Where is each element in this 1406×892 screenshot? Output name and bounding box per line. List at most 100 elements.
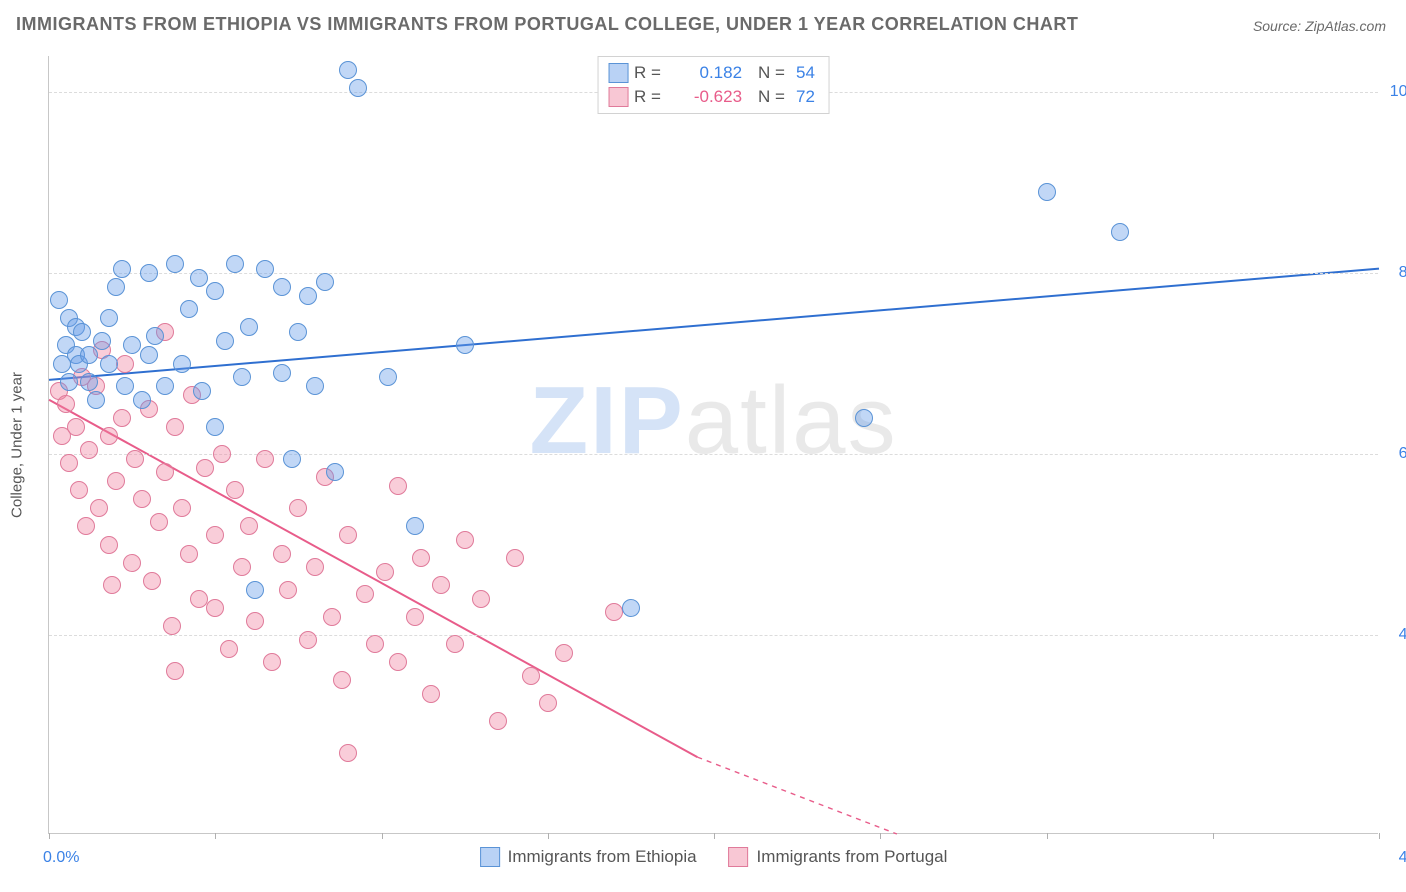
scatter-point-portugal: [339, 526, 357, 544]
scatter-point-portugal: [323, 608, 341, 626]
scatter-point-ethiopia: [180, 300, 198, 318]
scatter-point-ethiopia: [206, 418, 224, 436]
x-tick: [1379, 833, 1380, 839]
scatter-point-ethiopia: [100, 309, 118, 327]
scatter-point-portugal: [489, 712, 507, 730]
scatter-point-portugal: [432, 576, 450, 594]
scatter-point-portugal: [389, 477, 407, 495]
scatter-point-portugal: [107, 472, 125, 490]
x-tick: [49, 833, 50, 839]
legend-R-label: R =: [634, 61, 666, 85]
x-tick: [714, 833, 715, 839]
scatter-point-ethiopia: [116, 377, 134, 395]
scatter-point-ethiopia: [216, 332, 234, 350]
scatter-point-portugal: [472, 590, 490, 608]
x-tick: [215, 833, 216, 839]
scatter-point-ethiopia: [113, 260, 131, 278]
legend-swatch-portugal: [729, 847, 749, 867]
x-tick: [1047, 833, 1048, 839]
scatter-point-ethiopia: [100, 355, 118, 373]
scatter-point-ethiopia: [93, 332, 111, 350]
scatter-point-ethiopia: [206, 282, 224, 300]
scatter-point-ethiopia: [246, 581, 264, 599]
legend-swatch-ethiopia: [480, 847, 500, 867]
legend-swatch-ethiopia: [608, 63, 628, 83]
scatter-point-portugal: [220, 640, 238, 658]
source-label: Source: ZipAtlas.com: [1253, 18, 1386, 34]
scatter-point-ethiopia: [50, 291, 68, 309]
trend-line-portugal-dashed: [697, 757, 897, 834]
scatter-point-ethiopia: [326, 463, 344, 481]
x-tick: [880, 833, 881, 839]
legend-stats: R = 0.182 N = 54 R = -0.623 N = 72: [597, 56, 830, 114]
y-axis-label: College, Under 1 year: [9, 372, 26, 518]
scatter-point-ethiopia: [306, 377, 324, 395]
legend-item-ethiopia: Immigrants from Ethiopia: [480, 847, 697, 867]
scatter-point-ethiopia: [273, 364, 291, 382]
scatter-point-ethiopia: [173, 355, 191, 373]
x-tick: [1213, 833, 1214, 839]
legend-N-label: N =: [758, 85, 790, 109]
legend-item-portugal: Immigrants from Portugal: [729, 847, 948, 867]
scatter-point-ethiopia: [379, 368, 397, 386]
scatter-point-portugal: [406, 608, 424, 626]
scatter-point-ethiopia: [60, 373, 78, 391]
x-tick: [382, 833, 383, 839]
scatter-point-ethiopia: [406, 517, 424, 535]
scatter-point-portugal: [103, 576, 121, 594]
scatter-point-portugal: [180, 545, 198, 563]
scatter-point-ethiopia: [73, 323, 91, 341]
y-tick-label: 80.0%: [1399, 264, 1406, 282]
scatter-point-ethiopia: [80, 373, 98, 391]
scatter-point-ethiopia: [240, 318, 258, 336]
scatter-point-portugal: [299, 631, 317, 649]
scatter-point-portugal: [389, 653, 407, 671]
scatter-point-ethiopia: [622, 599, 640, 617]
scatter-point-portugal: [196, 459, 214, 477]
legend-label-ethiopia: Immigrants from Ethiopia: [508, 847, 697, 867]
scatter-point-portugal: [190, 590, 208, 608]
scatter-point-portugal: [555, 644, 573, 662]
scatter-point-portugal: [412, 549, 430, 567]
scatter-point-portugal: [240, 517, 258, 535]
scatter-point-portugal: [166, 662, 184, 680]
scatter-point-portugal: [100, 536, 118, 554]
scatter-point-ethiopia: [140, 264, 158, 282]
scatter-point-ethiopia: [339, 61, 357, 79]
scatter-point-portugal: [339, 744, 357, 762]
scatter-point-portugal: [446, 635, 464, 653]
scatter-point-portugal: [113, 409, 131, 427]
scatter-point-ethiopia: [456, 336, 474, 354]
legend-R-portugal: -0.623: [672, 85, 742, 109]
scatter-point-portugal: [206, 599, 224, 617]
scatter-point-ethiopia: [140, 346, 158, 364]
scatter-point-portugal: [150, 513, 168, 531]
scatter-point-ethiopia: [156, 377, 174, 395]
scatter-point-ethiopia: [166, 255, 184, 273]
scatter-point-portugal: [123, 554, 141, 572]
scatter-point-portugal: [156, 463, 174, 481]
scatter-point-portugal: [226, 481, 244, 499]
scatter-point-portugal: [206, 526, 224, 544]
scatter-point-ethiopia: [146, 327, 164, 345]
scatter-point-portugal: [80, 441, 98, 459]
legend-N-ethiopia: 54: [796, 61, 815, 85]
legend-swatch-portugal: [608, 87, 628, 107]
scatter-point-ethiopia: [87, 391, 105, 409]
x-axis-max-label: 40.0%: [1399, 849, 1406, 867]
legend-R-ethiopia: 0.182: [672, 61, 742, 85]
scatter-point-portugal: [263, 653, 281, 671]
scatter-point-portugal: [289, 499, 307, 517]
scatter-point-portugal: [279, 581, 297, 599]
x-axis-min-label: 0.0%: [43, 849, 79, 867]
scatter-point-portugal: [67, 418, 85, 436]
legend-series: Immigrants from Ethiopia Immigrants from…: [480, 847, 948, 867]
scatter-point-ethiopia: [256, 260, 274, 278]
scatter-point-ethiopia: [283, 450, 301, 468]
legend-N-label: N =: [758, 61, 790, 85]
y-tick-label: 100.0%: [1390, 83, 1406, 101]
scatter-point-portugal: [100, 427, 118, 445]
legend-label-portugal: Immigrants from Portugal: [757, 847, 948, 867]
scatter-point-ethiopia: [80, 346, 98, 364]
scatter-point-ethiopia: [299, 287, 317, 305]
